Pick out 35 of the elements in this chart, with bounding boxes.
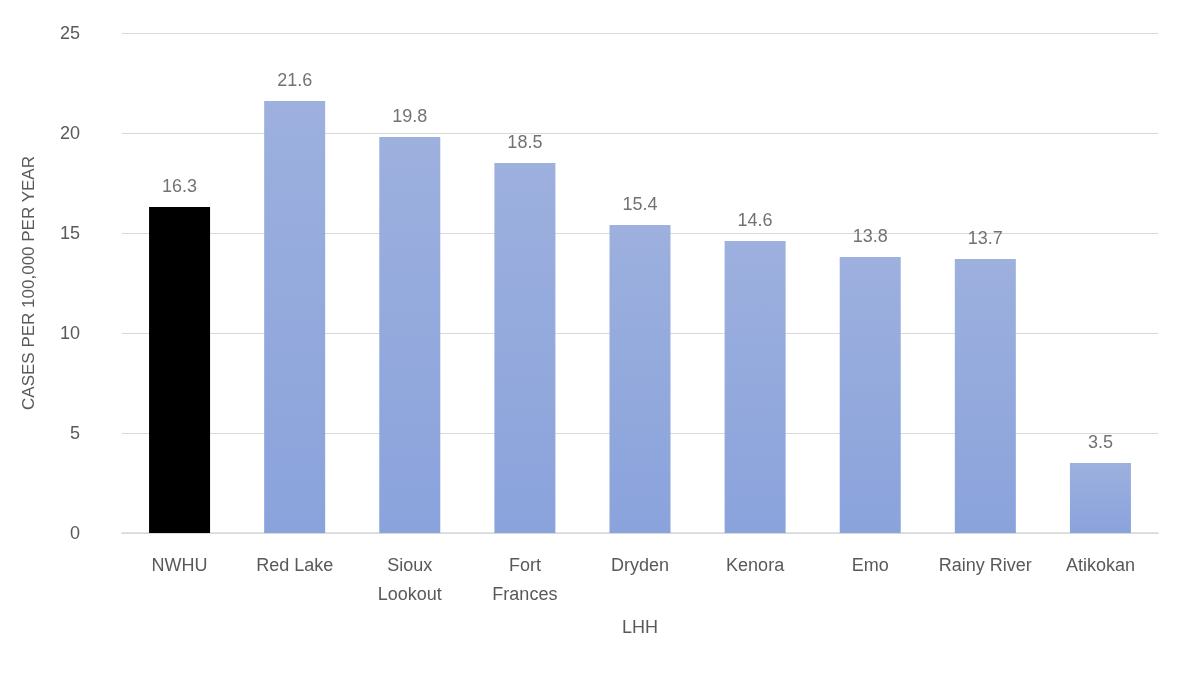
- x-axis-title: LHH: [621, 617, 659, 637]
- y-tick-label: 20: [59, 123, 80, 143]
- x-tick-label: Rainy River: [938, 554, 1032, 575]
- x-tick-label: Kenora: [726, 554, 786, 575]
- data-label: 16.3: [162, 176, 198, 196]
- bar: [149, 207, 211, 533]
- x-tick-label: NWHU: [151, 554, 208, 575]
- bar: [954, 259, 1016, 533]
- x-tick-label: Red Lake: [256, 554, 334, 575]
- bar: [379, 137, 441, 533]
- y-tick-label: 25: [59, 23, 80, 43]
- y-tick-label: 5: [69, 423, 80, 443]
- x-tick-label: Emo: [851, 554, 889, 575]
- x-tick-label: Dryden: [610, 554, 670, 575]
- y-tick-label: 0: [69, 523, 80, 543]
- y-tick-label: 15: [59, 223, 80, 243]
- bar: [839, 257, 901, 533]
- data-label: 19.8: [392, 106, 428, 126]
- data-label: 21.6: [277, 70, 313, 90]
- bar: [609, 225, 671, 533]
- data-label: 13.7: [967, 228, 1003, 248]
- data-label: 14.6: [737, 210, 773, 230]
- bar: [264, 101, 326, 533]
- bar: [1069, 463, 1131, 533]
- y-tick-label: 10: [59, 323, 80, 343]
- data-label: 3.5: [1087, 432, 1113, 452]
- bar: [494, 163, 556, 533]
- bar: [724, 241, 786, 533]
- x-tick-label: Atikokan: [1065, 554, 1135, 575]
- data-label: 15.4: [622, 194, 658, 214]
- data-label: 13.8: [852, 226, 888, 246]
- data-label: 18.5: [507, 132, 543, 152]
- y-axis-title: CASES PER 100,000 PER YEAR: [19, 156, 38, 410]
- x-tick-label: Fort Frances: [492, 554, 558, 604]
- x-tick-label: Sioux Lookout: [377, 554, 442, 604]
